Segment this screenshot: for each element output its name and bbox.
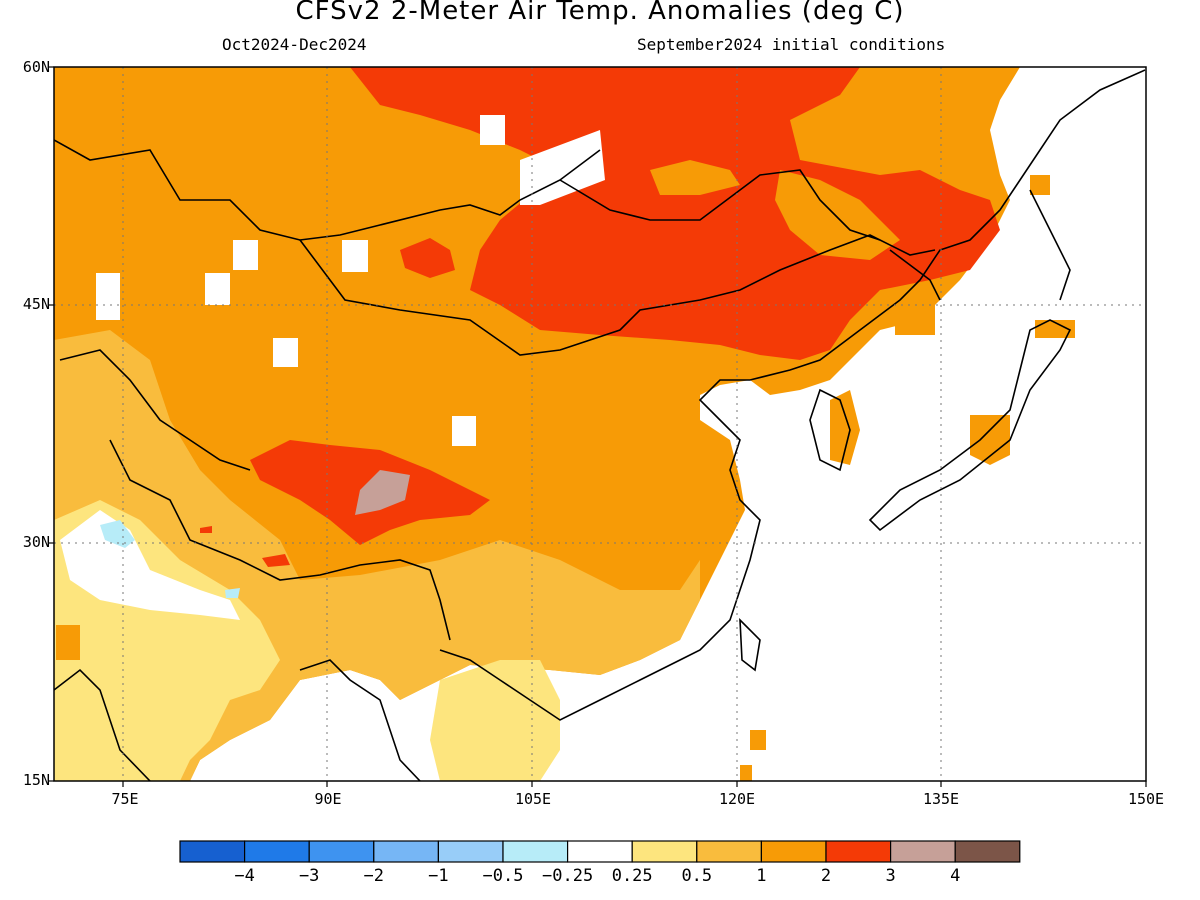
lon-label-150e: 150E	[1127, 790, 1165, 808]
colorbar-swatch	[502, 840, 569, 863]
colorbar-label: 3	[885, 866, 896, 886]
anomaly-region-above-3	[355, 470, 410, 515]
colorbar-label: −4	[234, 866, 255, 886]
colorbar	[179, 840, 1021, 863]
anomaly-region-slight-cool	[100, 520, 240, 598]
colorbar-swatch	[373, 840, 439, 863]
lon-label-105e: 105E	[514, 790, 552, 808]
map-title: CFSv2 2-Meter Air Temp. Anomalies (deg C…	[295, 0, 905, 26]
colorbar-label: −0.5	[482, 866, 524, 886]
colorbar-label: 4	[950, 866, 961, 886]
lon-label-120e: 120E	[718, 790, 756, 808]
anomaly-region-1-to-2-inset-mongolia	[650, 160, 900, 260]
forecast-period: Oct2024-Dec2024	[222, 35, 367, 54]
anomaly-region-2-to-3-north	[350, 67, 1000, 360]
colorbar-swatch	[760, 840, 827, 863]
colorbar-label: 0.5	[681, 866, 713, 886]
colorbar-label: −2	[363, 866, 385, 886]
lat-label-45n: 45N	[22, 295, 50, 313]
colorbar-swatch	[954, 840, 1021, 863]
axis-ticks	[48, 66, 1147, 787]
colorbar-swatch	[631, 840, 698, 863]
colorbar-swatch	[825, 840, 892, 863]
anomaly-region-2-to-3-west-blob	[400, 238, 455, 278]
map-frame	[53, 66, 1147, 782]
colorbar-swatch	[308, 840, 375, 863]
initial-conditions: September2024 initial conditions	[637, 35, 946, 54]
masked-lakes	[96, 115, 605, 446]
anomaly-region-0.25-to-0.5	[54, 500, 560, 781]
lon-label-90e: 90E	[314, 790, 342, 808]
colorbar-label: 0.25	[611, 866, 653, 886]
colorbar-label: −0.25	[542, 866, 594, 886]
colorbar-swatch	[179, 840, 246, 863]
lat-label-15n: 15N	[22, 771, 50, 789]
colorbar-label: 1	[756, 866, 767, 886]
colorbar-swatch	[696, 840, 762, 863]
colorbar-swatch	[244, 840, 310, 863]
colorbar-label: −3	[298, 866, 320, 886]
anomaly-region-2-to-3-south-dot	[200, 526, 290, 567]
lon-label-75e: 75E	[111, 790, 139, 808]
gridlines	[54, 67, 1146, 781]
colorbar-swatch	[437, 840, 504, 863]
lon-label-135e: 135E	[922, 790, 960, 808]
lat-label-30n: 30N	[22, 533, 50, 551]
colorbar-label: −1	[428, 866, 449, 886]
coastlines-and-borders	[54, 69, 1146, 781]
lat-label-60n: 60N	[22, 58, 50, 76]
anomaly-field	[54, 67, 1146, 781]
colorbar-swatch	[889, 840, 956, 863]
colorbar-label: 2	[820, 866, 832, 886]
colorbar-swatch	[566, 840, 633, 863]
